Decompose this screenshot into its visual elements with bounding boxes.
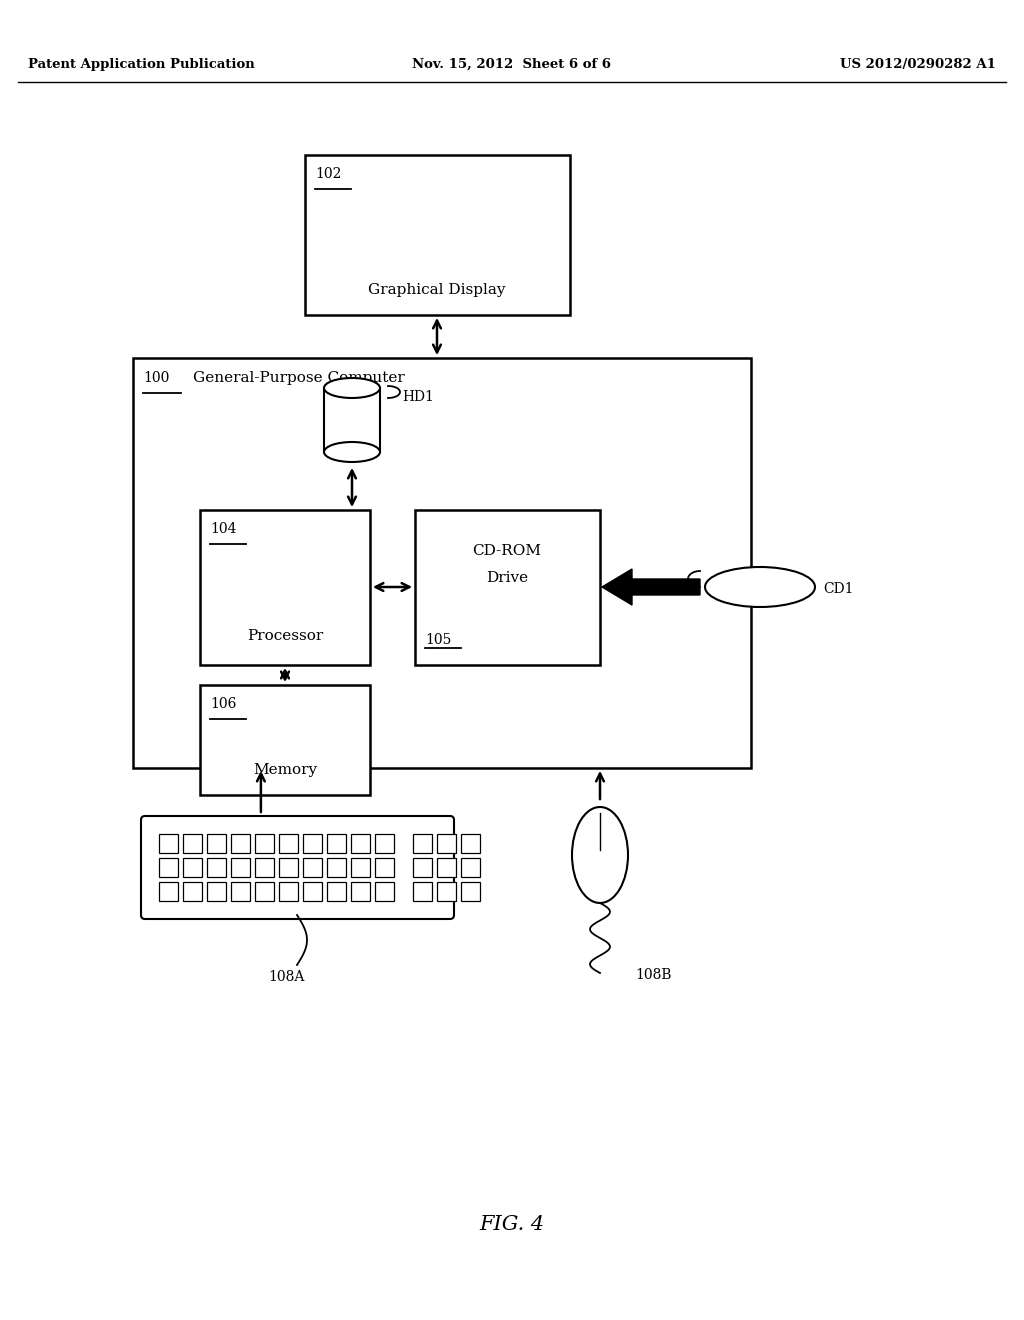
Text: HD1: HD1 bbox=[402, 389, 434, 404]
Bar bbox=[207, 858, 226, 876]
FancyBboxPatch shape bbox=[141, 816, 454, 919]
Text: 108B: 108B bbox=[635, 968, 672, 982]
Text: 108A: 108A bbox=[269, 970, 305, 983]
Text: Drive: Drive bbox=[486, 572, 528, 585]
Bar bbox=[183, 858, 202, 876]
Bar bbox=[303, 882, 322, 902]
Bar bbox=[437, 834, 456, 853]
Bar bbox=[327, 834, 346, 853]
Text: Patent Application Publication: Patent Application Publication bbox=[28, 58, 255, 71]
Bar bbox=[200, 685, 370, 795]
Text: FIG. 4: FIG. 4 bbox=[479, 1214, 545, 1234]
Bar bbox=[255, 834, 274, 853]
Bar bbox=[183, 882, 202, 902]
Text: Processor: Processor bbox=[247, 630, 324, 643]
Bar bbox=[461, 858, 480, 876]
Bar bbox=[327, 882, 346, 902]
Text: US 2012/0290282 A1: US 2012/0290282 A1 bbox=[840, 58, 996, 71]
Bar bbox=[437, 858, 456, 876]
Ellipse shape bbox=[572, 807, 628, 903]
Bar bbox=[303, 858, 322, 876]
Ellipse shape bbox=[705, 568, 815, 607]
Bar bbox=[279, 882, 298, 902]
Bar bbox=[375, 858, 394, 876]
Text: General-Purpose Computer: General-Purpose Computer bbox=[193, 371, 404, 385]
Text: Graphical Display: Graphical Display bbox=[369, 282, 506, 297]
Bar bbox=[413, 834, 432, 853]
Bar bbox=[375, 834, 394, 853]
Bar bbox=[207, 834, 226, 853]
Bar bbox=[351, 858, 370, 876]
Bar bbox=[159, 834, 178, 853]
Text: 104: 104 bbox=[210, 521, 237, 536]
Text: 106: 106 bbox=[210, 697, 237, 711]
Bar bbox=[437, 882, 456, 902]
Bar bbox=[231, 882, 250, 902]
Bar bbox=[279, 858, 298, 876]
Bar bbox=[159, 882, 178, 902]
Bar bbox=[303, 834, 322, 853]
Bar bbox=[255, 882, 274, 902]
Bar bbox=[461, 834, 480, 853]
Bar bbox=[133, 358, 751, 768]
Bar bbox=[255, 858, 274, 876]
Ellipse shape bbox=[324, 378, 380, 399]
Text: 105: 105 bbox=[425, 634, 452, 647]
Bar bbox=[413, 882, 432, 902]
Polygon shape bbox=[602, 569, 700, 605]
Bar bbox=[413, 858, 432, 876]
Text: Memory: Memory bbox=[253, 763, 317, 777]
Bar bbox=[324, 388, 380, 462]
Text: CD1: CD1 bbox=[823, 582, 853, 597]
Bar bbox=[415, 510, 600, 665]
Text: 100: 100 bbox=[143, 371, 169, 385]
Bar bbox=[351, 882, 370, 902]
Bar bbox=[279, 834, 298, 853]
Bar bbox=[327, 858, 346, 876]
Bar bbox=[231, 834, 250, 853]
Bar bbox=[200, 510, 370, 665]
Bar bbox=[351, 834, 370, 853]
Bar bbox=[159, 858, 178, 876]
Bar bbox=[461, 882, 480, 902]
Bar bbox=[375, 882, 394, 902]
Text: CD-ROM: CD-ROM bbox=[472, 544, 542, 558]
Text: 102: 102 bbox=[315, 168, 341, 181]
Text: Nov. 15, 2012  Sheet 6 of 6: Nov. 15, 2012 Sheet 6 of 6 bbox=[413, 58, 611, 71]
Bar bbox=[231, 858, 250, 876]
Bar bbox=[305, 154, 570, 315]
Ellipse shape bbox=[324, 442, 380, 462]
Bar bbox=[183, 834, 202, 853]
Bar bbox=[207, 882, 226, 902]
